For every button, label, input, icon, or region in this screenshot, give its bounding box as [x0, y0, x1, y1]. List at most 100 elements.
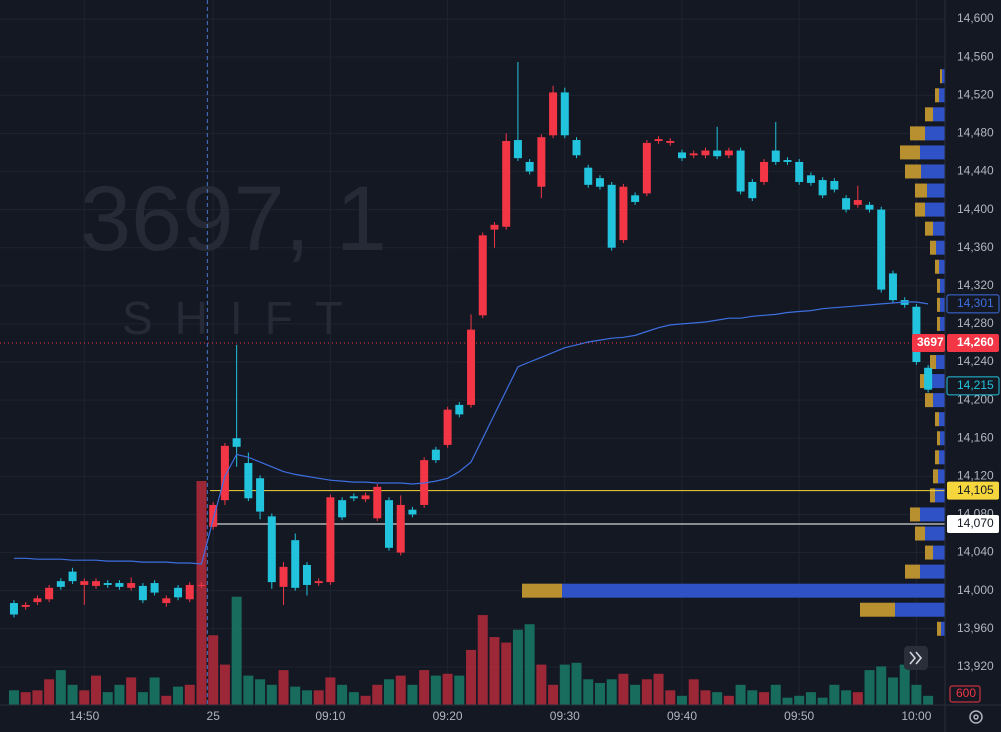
- volume-bar: [887, 677, 898, 705]
- candle-body: [842, 198, 851, 210]
- profile-gold: [930, 240, 936, 255]
- vwap-tag: [946, 294, 1000, 314]
- profile-gold: [925, 221, 933, 236]
- volume-bar: [102, 692, 113, 705]
- candle-body: [877, 209, 886, 290]
- candle-body: [724, 150, 733, 156]
- candle-body: [338, 500, 347, 518]
- profile-gold: [935, 259, 939, 274]
- volume-bar: [442, 673, 453, 705]
- candle-body: [865, 204, 874, 210]
- candle-body: [560, 92, 569, 136]
- profile-gold: [915, 526, 925, 541]
- settings-button[interactable]: [969, 710, 983, 724]
- y-tick-label: 14,000: [957, 583, 994, 597]
- volume-bar: [325, 677, 336, 705]
- volume-bar: [524, 624, 535, 705]
- x-tick-label: 10:00: [901, 709, 931, 723]
- profile-blue: [927, 183, 945, 198]
- candle-body: [736, 150, 745, 192]
- volume-bar: [735, 684, 746, 705]
- volume-bar: [688, 679, 699, 705]
- candle-body: [818, 180, 827, 196]
- profile-blue: [935, 488, 945, 503]
- candle-body: [115, 583, 124, 587]
- candle-body: [642, 142, 651, 194]
- volume-bar: [55, 670, 66, 705]
- profile-blue: [933, 393, 945, 408]
- profile-gold: [925, 107, 933, 122]
- last-price-label: 14,260: [957, 335, 994, 349]
- profile-gold: [937, 621, 941, 636]
- profile-gold: [915, 202, 925, 217]
- candle-body: [185, 584, 194, 600]
- candle-body: [631, 195, 640, 202]
- volume-bar: [126, 677, 137, 705]
- y-tick-label: 14,320: [957, 278, 994, 292]
- volume-bar: [512, 629, 523, 705]
- volume-bar: [337, 684, 348, 705]
- volume-bar: [91, 675, 101, 705]
- candle-body: [607, 184, 616, 248]
- profile-gold: [925, 545, 933, 560]
- candle-body: [92, 581, 100, 586]
- y-tick-label: 14,200: [957, 392, 994, 406]
- candle-body: [56, 581, 65, 587]
- x-tick-label: 09:40: [667, 709, 697, 723]
- candle-body: [490, 224, 499, 230]
- volume-bar: [173, 686, 184, 705]
- candle-body: [654, 139, 663, 141]
- candle-body: [431, 449, 440, 461]
- profile-blue: [940, 278, 945, 293]
- profile-blue: [941, 621, 945, 636]
- volume-bar: [864, 670, 875, 705]
- candle-body: [502, 141, 511, 227]
- profile-blue: [925, 526, 945, 541]
- candle-body: [326, 497, 335, 583]
- volume-bar: [208, 635, 219, 705]
- volume-bar: [419, 670, 430, 705]
- profile-blue: [920, 564, 945, 579]
- candle-body: [408, 509, 417, 515]
- profile-gold: [910, 126, 925, 141]
- y-tick-label: 14,120: [957, 469, 994, 483]
- profile-blue: [940, 316, 945, 331]
- candle-body: [150, 583, 159, 593]
- volume-bar: [641, 679, 652, 705]
- y-tick-label: 14,160: [957, 430, 994, 444]
- candle-body: [478, 235, 487, 316]
- volume-bar: [219, 664, 230, 705]
- volume-bar: [477, 615, 488, 705]
- volume-bar: [770, 684, 781, 705]
- volume-bar: [759, 692, 770, 705]
- profile-gold: [935, 88, 939, 103]
- watermark-sub: SHIFT: [122, 292, 365, 344]
- candle-body: [256, 478, 265, 512]
- candle-body: [549, 92, 558, 136]
- profile-blue: [920, 507, 945, 522]
- marker-label: 14,215: [957, 378, 994, 392]
- volume-bar: [665, 690, 676, 705]
- price-line-label: 14,070: [957, 516, 994, 530]
- candle-body: [771, 150, 780, 162]
- profile-gold: [905, 564, 920, 579]
- x-tick-label: 25: [207, 709, 221, 723]
- candle-body: [888, 273, 897, 301]
- volume-bar: [20, 692, 31, 705]
- scroll-button[interactable]: [904, 646, 928, 670]
- candle-body: [701, 150, 710, 156]
- volume-bar: [454, 675, 465, 705]
- volume-bar: [44, 679, 55, 705]
- y-tick-label: 14,600: [957, 11, 994, 25]
- candle-body: [924, 367, 933, 390]
- candle-body: [748, 181, 757, 199]
- profile-blue: [930, 374, 945, 389]
- profile-blue: [940, 431, 945, 446]
- volume-bar: [407, 684, 418, 705]
- profile-blue: [933, 221, 945, 236]
- last-price-tag: [947, 333, 999, 352]
- candle-body: [21, 604, 30, 607]
- volume-bar: [817, 697, 828, 705]
- profile-gold: [905, 164, 921, 179]
- volume-bar: [79, 690, 90, 705]
